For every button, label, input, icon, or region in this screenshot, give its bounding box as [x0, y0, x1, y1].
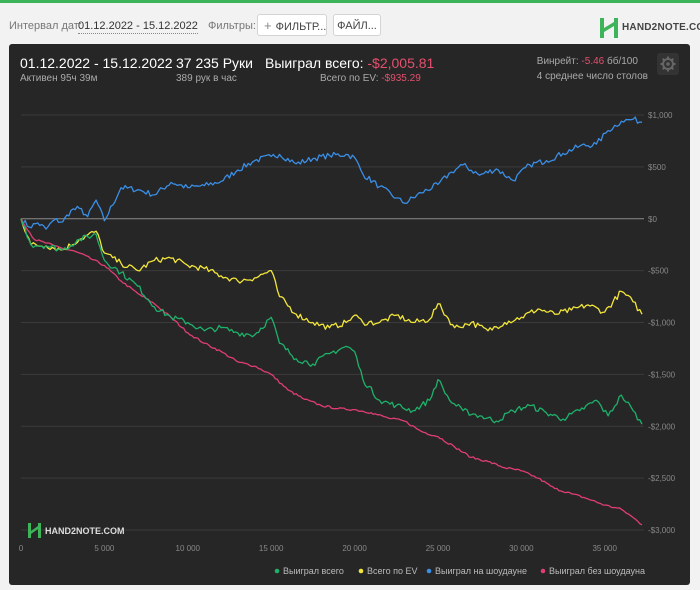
- file-button[interactable]: ФАЙЛ...: [333, 14, 381, 36]
- y-tick-label: -$2,000: [648, 422, 676, 431]
- y-tick-label: $1,000: [648, 111, 673, 120]
- legend-item-total[interactable]: Выиграл всего: [274, 566, 344, 576]
- winrate-value: -5.46: [581, 56, 605, 67]
- winrate: Винрейт: -5.46 бб/100: [537, 56, 648, 67]
- grid: [21, 114, 644, 531]
- y-axis-labels: $1,000 $500 $0 -$500 -$1,000 -$1,500 -$2,000 -$…: [648, 111, 676, 535]
- y-tick-label: -$1,000: [648, 319, 676, 328]
- add-filter-label: ФИЛЬТР...: [275, 21, 327, 33]
- summary-date-range: 01.12.2022 - 15.12.2022: [20, 55, 173, 71]
- legend: Выиграл всего Всего по EV Выиграл на шоуда…: [274, 566, 645, 576]
- watermark-logo-icon: [28, 523, 41, 538]
- legend-marker: [540, 568, 546, 574]
- series-line-ev: [20, 218, 643, 332]
- legend-item-showdown[interactable]: Выиграл на шоудауне: [426, 566, 527, 576]
- hand2note-logo-icon: [600, 18, 618, 38]
- x-tick-label: 35 000: [592, 544, 617, 553]
- legend-marker: [274, 568, 280, 574]
- legend-marker: [426, 568, 432, 574]
- legend-item-non_showdown[interactable]: Выиграл без шоудауна: [540, 566, 645, 576]
- series-lines: [20, 116, 643, 526]
- y-tick-label: -$2,500: [648, 474, 676, 483]
- legend-label: Выиграл на шоудауне: [435, 566, 527, 576]
- watermark: HAND2NOTE.COM: [28, 523, 125, 538]
- x-tick-label: 10 000: [176, 544, 201, 553]
- y-tick-label: $500: [648, 163, 666, 172]
- hands-count: 37 235 Руки: [176, 55, 253, 71]
- settings-button[interactable]: [657, 53, 679, 75]
- toolbar: Интервал дат: 01.12.2022 - 15.12.2022 Фи…: [0, 3, 700, 41]
- series-line-total: [20, 218, 643, 425]
- x-tick-label: 0: [19, 544, 24, 553]
- legend-label: Выиграл без шоудауна: [549, 566, 645, 576]
- ev-total-label: Всего по EV:: [320, 73, 379, 84]
- y-tick-label: -$500: [648, 267, 669, 276]
- x-tick-label: 25 000: [426, 544, 451, 553]
- x-axis-labels: 0 5 000 10 000 15 000 20 000 25 000 30 000 35 0…: [19, 544, 618, 553]
- watermark-text: HAND2NOTE.COM: [45, 526, 125, 536]
- won-total: Выиграл всего: -$2,005.81: [265, 55, 434, 71]
- series-line-non_showdown: [20, 218, 643, 526]
- y-tick-label: $0: [648, 215, 657, 224]
- x-tick-label: 5 000: [94, 544, 115, 553]
- add-filter-button[interactable]: + ФИЛЬТР...: [257, 14, 327, 36]
- interval-label: Интервал дат:: [9, 20, 82, 32]
- ev-total-value: -$935.29: [381, 73, 421, 84]
- logo-text: HAND2NOTE.COM: [622, 22, 700, 33]
- y-tick-label: -$1,500: [648, 370, 676, 379]
- top-accent-line: [0, 0, 700, 3]
- won-total-value: -$2,005.81: [367, 55, 435, 71]
- hands-per-hour: 389 рук в час: [176, 73, 237, 84]
- winrate-block: Винрейт: -5.46 бб/100 4 среднее число ст…: [537, 56, 648, 82]
- active-time: Активен 95ч 39м: [20, 73, 98, 84]
- plus-icon: +: [264, 18, 272, 33]
- ev-total: Всего по EV: -$935.29: [320, 73, 421, 84]
- winrate-unit: бб/100: [607, 56, 638, 67]
- won-total-label: Выиграл всего:: [265, 55, 364, 71]
- winrate-label: Винрейт:: [536, 56, 579, 67]
- tables-count: 4 среднее число столов: [536, 71, 648, 82]
- y-tick-label: -$3,000: [648, 526, 676, 535]
- x-tick-label: 30 000: [509, 544, 534, 553]
- gear-icon: [660, 56, 676, 72]
- filters-label: Фильтры:: [208, 20, 256, 32]
- x-tick-label: 15 000: [259, 544, 284, 553]
- legend-marker: [358, 568, 364, 574]
- x-tick-label: 20 000: [342, 544, 367, 553]
- series-line-showdown: [20, 116, 643, 230]
- legend-item-ev[interactable]: Всего по EV: [358, 566, 418, 576]
- legend-label: Выиграл всего: [283, 566, 344, 576]
- legend-label: Всего по EV: [367, 566, 417, 576]
- date-range-picker[interactable]: 01.12.2022 - 15.12.2022: [78, 20, 198, 34]
